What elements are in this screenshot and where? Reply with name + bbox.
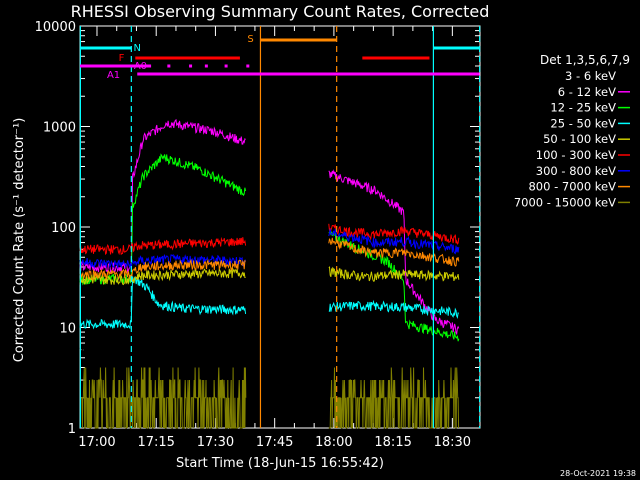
x-tick-label: 17:15 [137,435,174,450]
series-line-6-12-kev [328,169,460,336]
a0-dot [167,64,171,68]
y-tick-label: 10 [59,322,76,337]
attenuator-overlay: NF A0 A1 S [79,26,481,428]
series-line-25-50-kev [79,276,247,330]
legend-entry-label: 25 - 50 keV [550,116,616,130]
x-tick-label: 18:00 [315,435,352,450]
a0-dot [224,64,228,68]
series-line-100-300-kev [328,223,460,245]
legend-title: Det 1,3,5,6,7,9 [540,53,630,67]
x-tick-label: 17:45 [256,435,293,450]
y-tick-label: 10000 [35,20,76,35]
x-axis-label: Start Time (18-Jun-15 16:55:42) [176,456,384,471]
series-group [79,118,460,429]
legend-entry-label: 6 - 12 keV [558,85,616,99]
series-line-100-300-kev [79,236,247,256]
flare-label: F [119,53,125,64]
legend-entry-label: 7000 - 15000 keV [514,195,616,209]
night-label: N [134,43,141,54]
legend-entry-label: 3 - 6 keV [565,69,616,83]
series-line-12-25-kev [328,230,460,342]
series-line-300-800-kev [328,228,460,255]
chart-title: RHESSI Observing Summary Count Rates, Co… [71,2,490,21]
a0-dot [204,64,208,68]
series-line-800-7000-kev [79,258,246,281]
series-line-7000-15000-kev [80,367,247,429]
x-tick-label: 18:30 [434,435,471,450]
series-line-300-800-kev [79,253,247,270]
series-line-3-6-kev [328,278,460,366]
x-tick-label: 17:00 [78,435,115,450]
legend-entry-label: 300 - 800 keV [536,164,616,178]
a0-label: A0 [134,61,147,72]
x-tick-label: 17:30 [197,435,234,450]
x-tick-label: 18:15 [374,435,411,450]
a0-dot [189,64,193,68]
legend-entry-label: 12 - 25 keV [550,101,616,115]
saa-label: S [247,34,253,45]
y-tick-label: 1 [68,422,76,437]
y-axis-label: Corrected Count Rate (s⁻¹ detector⁻¹) [12,118,27,363]
legend-entry-label: 100 - 300 keV [536,148,616,162]
series-line-800-7000-kev [328,237,460,267]
legend: Det 1,3,5,6,7,9 3 - 6 keV 6 - 12 keV 12 - … [514,53,630,209]
series-line-12-25-kev [79,153,247,286]
a0-dot [246,64,250,68]
footer-timestamp: 28-Oct-2021 19:38 [560,469,636,478]
series-line-7000-15000-kev [328,367,460,429]
series-line-50-100-kev [328,266,460,282]
y-tick-label: 1000 [43,121,76,136]
legend-entry-label: 800 - 7000 keV [528,180,616,194]
a1-label: A1 [107,70,120,81]
y-tick-label: 100 [51,221,76,236]
series-line-25-50-kev [328,299,459,320]
axis-ticks: 1 10 100 1000 10000 17:00 17:15 17:30 17:45 18:00… [35,20,480,450]
legend-entry-label: 50 - 100 keV [543,132,616,146]
series-line-50-100-kev [79,266,246,286]
